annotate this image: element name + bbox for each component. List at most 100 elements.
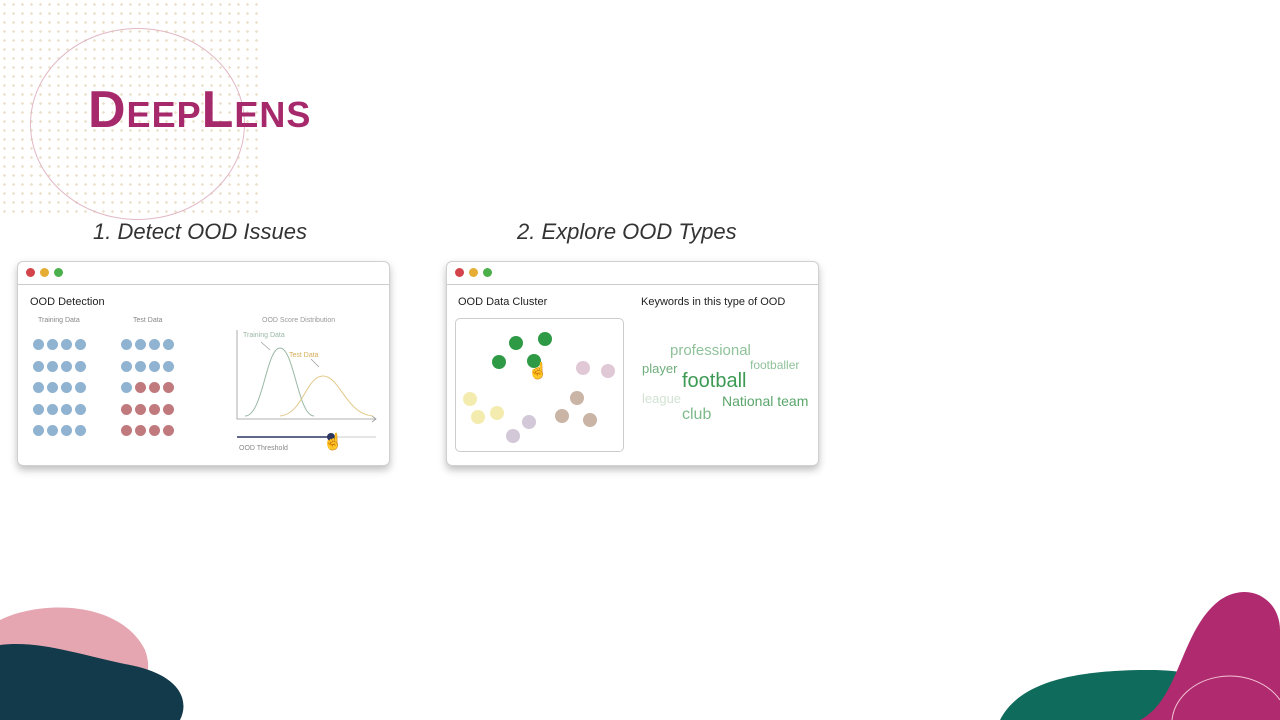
decorative-arc: [1171, 675, 1280, 720]
ood-data-dot: [121, 403, 132, 415]
decorative-ring: [30, 28, 245, 220]
close-dot: [26, 268, 35, 277]
in-dist-data-dot: [61, 425, 72, 436]
axis-arrow: [371, 415, 377, 423]
in-dist-data-dot: [149, 360, 160, 372]
in-dist-data-dot: [33, 403, 44, 415]
navy-blob: [0, 644, 184, 720]
decorative-blob-right: [1000, 591, 1280, 720]
cluster-point[interactable]: [506, 429, 520, 443]
in-dist-data-dot: [47, 403, 58, 415]
cluster-point[interactable]: [538, 332, 552, 346]
ood-data-dot: [163, 403, 174, 415]
in-dist-data-dot: [47, 339, 58, 350]
keyword: football: [682, 370, 747, 392]
cluster-point[interactable]: [570, 391, 584, 405]
dist-title: OOD Score Distribution: [262, 317, 336, 324]
hand-pointer-icon: ☝: [323, 434, 343, 451]
in-dist-data-dot: [61, 360, 72, 372]
cluster-point[interactable]: [576, 361, 590, 375]
maximize-dot: [54, 268, 63, 277]
ood-data-dot: [121, 425, 132, 436]
in-dist-data-dot: [149, 339, 160, 350]
curve-training-label: Training Data: [243, 332, 285, 339]
in-dist-data-dot: [121, 382, 132, 393]
in-dist-data-dot: [75, 403, 86, 415]
test-label: Test Data: [133, 317, 163, 324]
curve-test-label: Test Data: [289, 352, 319, 359]
cluster-point[interactable]: [471, 410, 485, 424]
ood-data-dot: [163, 382, 174, 393]
ood-data-dot: [163, 425, 174, 436]
minimize-dot: [40, 268, 49, 277]
in-dist-data-dot: [135, 360, 146, 372]
threshold-label[interactable]: OOD Threshold: [239, 445, 288, 452]
arrow: [260, 341, 271, 351]
detect-title: OOD Detection: [30, 296, 105, 308]
cluster-point[interactable]: [509, 336, 523, 350]
in-dist-data-dot: [75, 382, 86, 393]
cluster-point[interactable]: [522, 415, 536, 429]
in-dist-data-dot: [33, 360, 44, 372]
in-dist-data-dot: [33, 339, 44, 350]
in-dist-data-dot: [75, 425, 86, 436]
ood-data-dot: [149, 403, 160, 415]
in-dist-data-dot: [61, 403, 72, 415]
decorative-blob-left: [0, 607, 184, 720]
cluster-title: OOD Data Cluster: [458, 296, 548, 308]
arrow: [310, 358, 320, 368]
in-dist-data-dot: [163, 339, 174, 350]
magenta-blob: [1140, 591, 1280, 720]
ood-data-dot: [135, 425, 146, 436]
keywords-title: Keywords in this type of OOD: [641, 296, 786, 308]
keyword: National team: [722, 393, 809, 409]
in-dist-data-dot: [47, 382, 58, 393]
keyword: footballer: [750, 358, 800, 372]
ood-data-dot: [149, 382, 160, 393]
detect-window: OOD Detection Training Data Test Data OO…: [17, 261, 390, 466]
keyword: professional: [670, 342, 751, 359]
cluster-point[interactable]: [555, 409, 569, 423]
slider-handle: [327, 433, 335, 441]
keyword: club: [682, 406, 712, 423]
ood-data-dot: [149, 425, 160, 436]
title-bar: [447, 262, 818, 285]
training-label: Training Data: [38, 317, 80, 324]
hand-pointer-icon: ☝: [528, 363, 548, 380]
keyword: player: [642, 361, 678, 376]
step-1-title: 1. Detect OOD Issues: [93, 219, 307, 244]
training-curve: [244, 347, 315, 417]
in-dist-data-dot: [121, 339, 132, 350]
ood-data-dot: [135, 382, 146, 393]
in-dist-data-dot: [75, 339, 86, 350]
cluster-point[interactable]: [527, 354, 541, 368]
cluster-point[interactable]: [490, 406, 504, 420]
title-bar: [18, 262, 389, 285]
cluster-point[interactable]: [463, 392, 477, 406]
in-dist-data-dot: [135, 339, 146, 350]
step-2-title: 2. Explore OOD Types: [517, 219, 737, 244]
in-dist-data-dot: [33, 425, 44, 436]
in-dist-data-dot: [61, 382, 72, 393]
logo: DeepLens: [88, 81, 312, 139]
close-dot: [455, 268, 464, 277]
explore-window: OOD Data Cluster Keywords in this type o…: [446, 261, 819, 466]
in-dist-data-dot: [61, 339, 72, 350]
keyword: league: [642, 391, 682, 406]
ood-data-dot: [135, 403, 146, 415]
cluster-plot[interactable]: ☝: [455, 318, 624, 452]
in-dist-data-dot: [75, 360, 86, 372]
in-dist-data-dot: [121, 360, 132, 372]
test-curve: [279, 375, 374, 417]
minimize-dot: [469, 268, 478, 277]
score-distribution-plot: [236, 330, 377, 441]
in-dist-data-dot: [163, 360, 174, 372]
in-dist-data-dot: [33, 382, 44, 393]
cluster-point[interactable]: [601, 364, 615, 378]
maximize-dot: [483, 268, 492, 277]
axes: [236, 330, 376, 420]
cluster-point[interactable]: [492, 355, 506, 369]
in-dist-data-dot: [47, 360, 58, 372]
in-dist-data-dot: [47, 425, 58, 436]
cluster-point[interactable]: [583, 413, 597, 427]
